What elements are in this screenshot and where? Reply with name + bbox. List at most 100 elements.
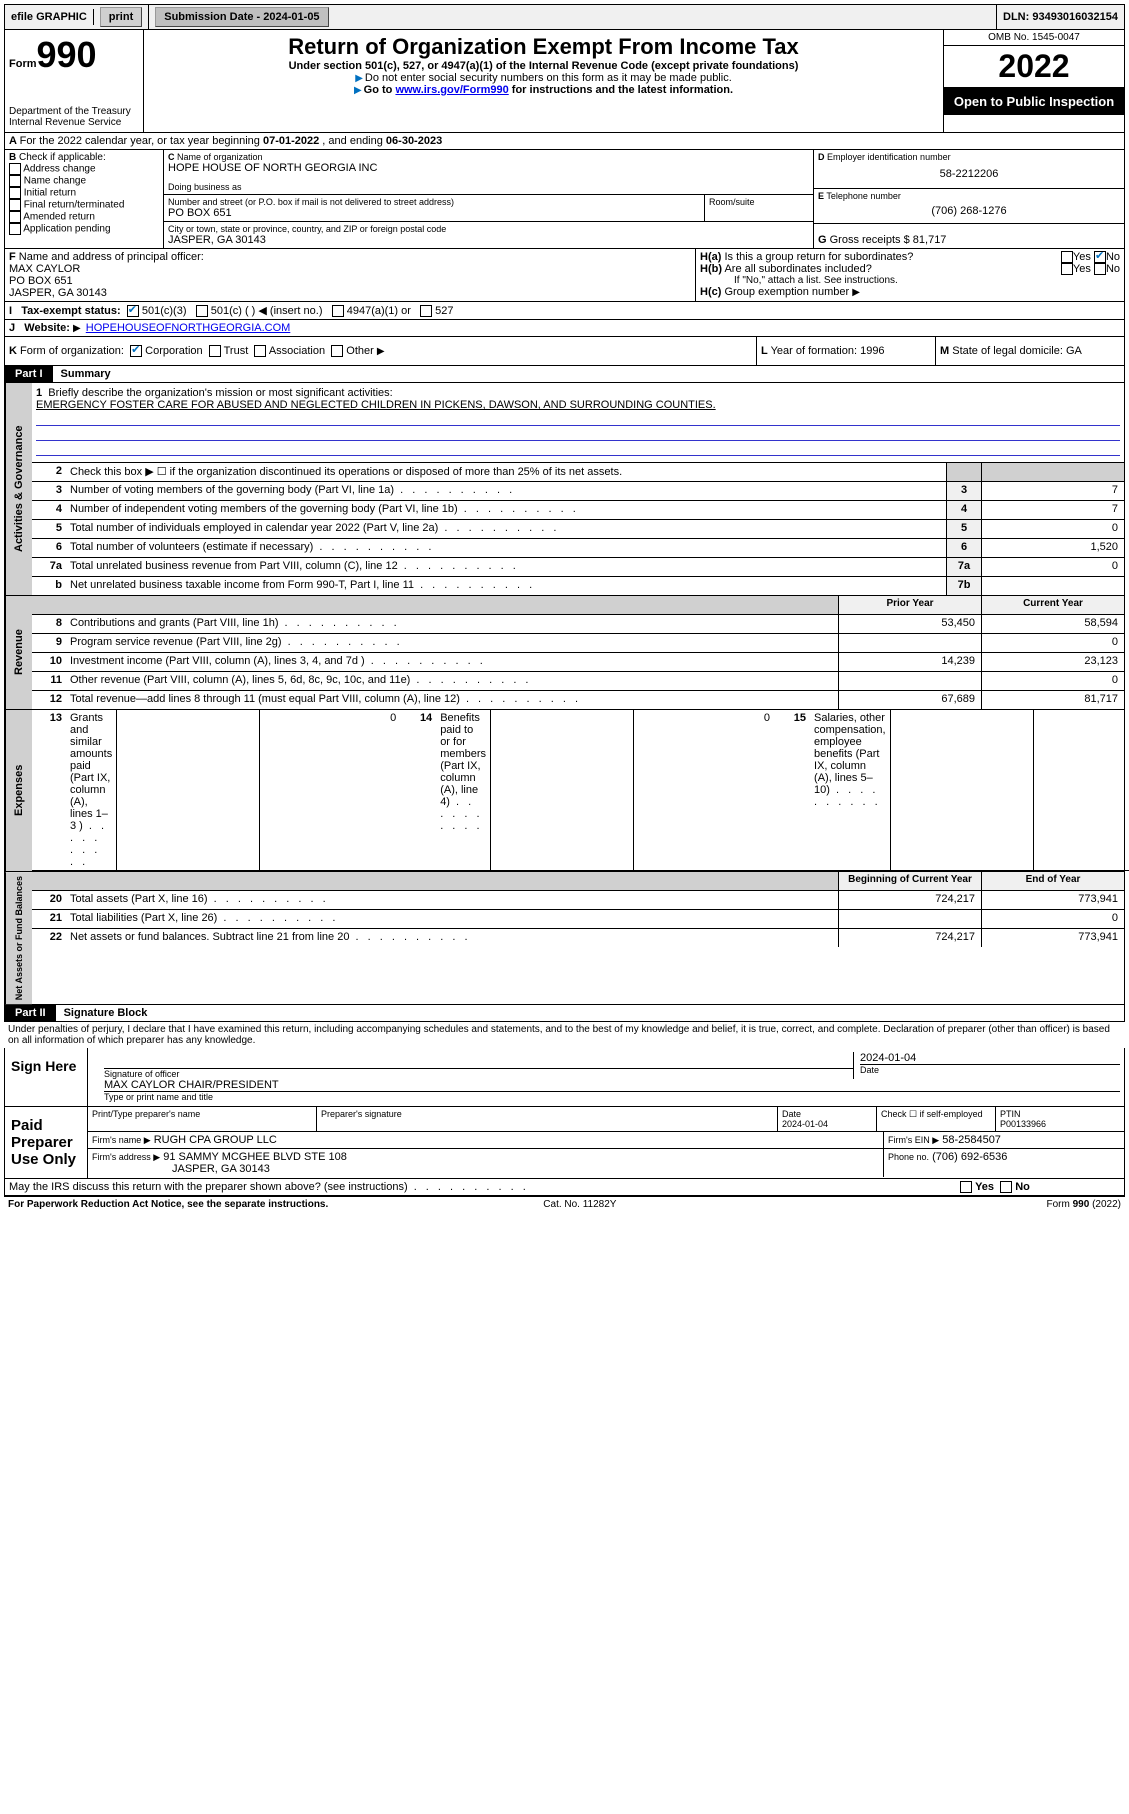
p-date-label: Date xyxy=(782,1109,872,1119)
org-name: HOPE HOUSE OF NORTH GEORGIA INC xyxy=(168,162,809,174)
year-formation: 1996 xyxy=(860,345,884,357)
street-label: Number and street (or P.O. box if mail i… xyxy=(168,197,700,207)
firm-name: RUGH CPA GROUP LLC xyxy=(154,1134,277,1146)
may-irs-discuss: May the IRS discuss this return with the… xyxy=(4,1179,1125,1196)
firm-address: 91 SAMMY MCGHEE BLVD STE 108 xyxy=(163,1151,347,1163)
p-date: 2024-01-04 xyxy=(782,1119,872,1129)
sig-date: 2024-01-04 xyxy=(860,1052,1120,1064)
ptin-label: PTIN xyxy=(1000,1109,1120,1119)
officer-sig-label: Signature of officer xyxy=(104,1069,853,1079)
b-opt-initial[interactable]: Initial return xyxy=(9,187,159,199)
block-b-g: B Check if applicable: Address change Na… xyxy=(4,150,1125,249)
officer-type-label: Type or print name and title xyxy=(104,1092,1120,1102)
line1-label: Briefly describe the organization's miss… xyxy=(48,387,392,399)
c-name-label: C Name of organization xyxy=(168,152,809,162)
ein-value: 58-2212206 xyxy=(818,162,1120,186)
form-subtitle: Under section 501(c), 527, or 4947(a)(1)… xyxy=(148,60,939,72)
table-row: 7a Total unrelated business revenue from… xyxy=(32,558,1124,577)
b-opt-pending[interactable]: Application pending xyxy=(9,223,159,235)
h-c: H(c) Group exemption number xyxy=(700,286,1120,298)
table-row: 9 Program service revenue (Part VIII, li… xyxy=(32,634,1124,653)
b-opt-amended[interactable]: Amended return xyxy=(9,211,159,223)
firm-city: JASPER, GA 30143 xyxy=(92,1163,879,1175)
officer-printed-name: MAX CAYLOR CHAIR/PRESIDENT xyxy=(104,1079,1120,1092)
form-title: Return of Organization Exempt From Incom… xyxy=(148,34,939,60)
b-opt-final[interactable]: Final return/terminated xyxy=(9,199,159,211)
line-a: A For the 2022 calendar year, or tax yea… xyxy=(4,133,1125,150)
form-header: Form990 Department of the Treasury Inter… xyxy=(4,30,1125,133)
table-row: 8 Contributions and grants (Part VIII, l… xyxy=(32,615,1124,634)
open-to-public: Open to Public Inspection xyxy=(944,88,1124,115)
signature-block: Sign Here Signature of officer 2024-01-0… xyxy=(4,1048,1125,1179)
d-label: D Employer identification number xyxy=(818,152,1120,162)
dept-treasury: Department of the Treasury Internal Reve… xyxy=(9,106,139,128)
line-i: I Tax-exempt status: 501(c)(3) 501(c) ( … xyxy=(4,302,1125,320)
line-j: J Website: HOPEHOUSEOFNORTHGEORGIA.COM xyxy=(4,320,1125,337)
submission-date: Submission Date - 2024-01-05 xyxy=(149,5,997,29)
irs-link[interactable]: www.irs.gov/Form990 xyxy=(395,84,508,96)
p-sig-label: Preparer's signature xyxy=(317,1107,778,1131)
section-revenue: Revenue Prior Year Current Year 8 Contri… xyxy=(4,596,1125,710)
form-number: Form990 xyxy=(9,34,139,76)
b-opt-name[interactable]: Name change xyxy=(9,175,159,187)
table-row: b Net unrelated business taxable income … xyxy=(32,577,1124,595)
perjury-statement: Under penalties of perjury, I declare th… xyxy=(4,1022,1125,1048)
g-label: Gross receipts $ xyxy=(830,234,910,246)
section-b-label: B Check if applicable: xyxy=(9,152,159,163)
state-domicile: GA xyxy=(1066,345,1082,357)
table-row: 13 Grants and similar amounts paid (Part… xyxy=(32,710,402,871)
cat-no: Cat. No. 11282Y xyxy=(543,1199,616,1210)
phone-value: (706) 268-1276 xyxy=(818,201,1120,221)
warn-link: Go to www.irs.gov/Form990 for instructio… xyxy=(148,84,939,96)
col-begin: Beginning of Current Year xyxy=(838,872,981,890)
vtab-net: Net Assets or Fund Balances xyxy=(5,872,32,1004)
table-row: 3 Number of voting members of the govern… xyxy=(32,482,1124,501)
section-net-assets: Net Assets or Fund Balances Beginning of… xyxy=(4,872,1125,1005)
vtab-governance: Activities & Governance xyxy=(5,383,32,595)
efile-label: efile GRAPHIC xyxy=(5,9,94,25)
city-label: City or town, state or province, country… xyxy=(168,224,809,234)
p-name-label: Print/Type preparer's name xyxy=(88,1107,317,1131)
vtab-revenue: Revenue xyxy=(5,596,32,709)
firm-phone: (706) 692-6536 xyxy=(932,1151,1007,1163)
firm-ein: 58-2584507 xyxy=(942,1134,1001,1146)
section-governance: Activities & Governance 1 Briefly descri… xyxy=(4,383,1125,596)
part1-header: Part I Summary xyxy=(4,366,1125,383)
dln: DLN: 93493016032154 xyxy=(997,9,1124,25)
table-row: 4 Number of independent voting members o… xyxy=(32,501,1124,520)
table-row: 14 Benefits paid to or for members (Part… xyxy=(402,710,776,871)
h-b-note: If "No," attach a list. See instructions… xyxy=(700,275,1120,286)
table-row: 20 Total assets (Part X, line 16) 724,21… xyxy=(32,891,1124,910)
b-opt-address[interactable]: Address change xyxy=(9,163,159,175)
line2: Check this box ▶ ☐ if the organization d… xyxy=(66,463,946,481)
warn-ssn: Do not enter social security numbers on … xyxy=(148,72,939,84)
officer-street: PO BOX 651 xyxy=(9,275,691,287)
sig-date-label: Date xyxy=(860,1064,1120,1075)
section-expenses: Expenses 13 Grants and similar amounts p… xyxy=(4,710,1125,872)
h-a: H(a) Is this a group return for subordin… xyxy=(700,251,1120,263)
tax-year: 2022 xyxy=(944,46,1124,88)
e-label: E Telephone number xyxy=(818,191,1120,201)
website-link[interactable]: HOPEHOUSEOFNORTHGEORGIA.COM xyxy=(86,322,291,334)
h-b: H(b) Are all subordinates included? Yes … xyxy=(700,263,1120,275)
table-row: 22 Net assets or fund balances. Subtract… xyxy=(32,929,1124,947)
ptin-value: P00133966 xyxy=(1000,1119,1120,1129)
table-row: 12 Total revenue—add lines 8 through 11 … xyxy=(32,691,1124,709)
line-klm: K Form of organization: Corporation Trus… xyxy=(4,337,1125,366)
street: PO BOX 651 xyxy=(168,207,700,219)
print-button[interactable]: print xyxy=(94,5,149,29)
p-check-self[interactable]: Check ☐ if self-employed xyxy=(877,1107,996,1131)
part2-header: Part II Signature Block xyxy=(4,1005,1125,1022)
block-f-h: F Name and address of principal officer:… xyxy=(4,249,1125,302)
omb-number: OMB No. 1545-0047 xyxy=(944,30,1124,46)
city-value: JASPER, GA 30143 xyxy=(168,234,809,246)
table-row: 21 Total liabilities (Part X, line 26) 0 xyxy=(32,910,1124,929)
paid-preparer-label: Paid Preparer Use Only xyxy=(5,1107,88,1178)
room-label: Room/suite xyxy=(709,197,809,207)
col-current: Current Year xyxy=(981,596,1124,614)
dba-label: Doing business as xyxy=(168,182,809,192)
table-row: 6 Total number of volunteers (estimate i… xyxy=(32,539,1124,558)
gross-receipts: 81,717 xyxy=(913,234,947,246)
col-prior: Prior Year xyxy=(838,596,981,614)
table-row: 5 Total number of individuals employed i… xyxy=(32,520,1124,539)
